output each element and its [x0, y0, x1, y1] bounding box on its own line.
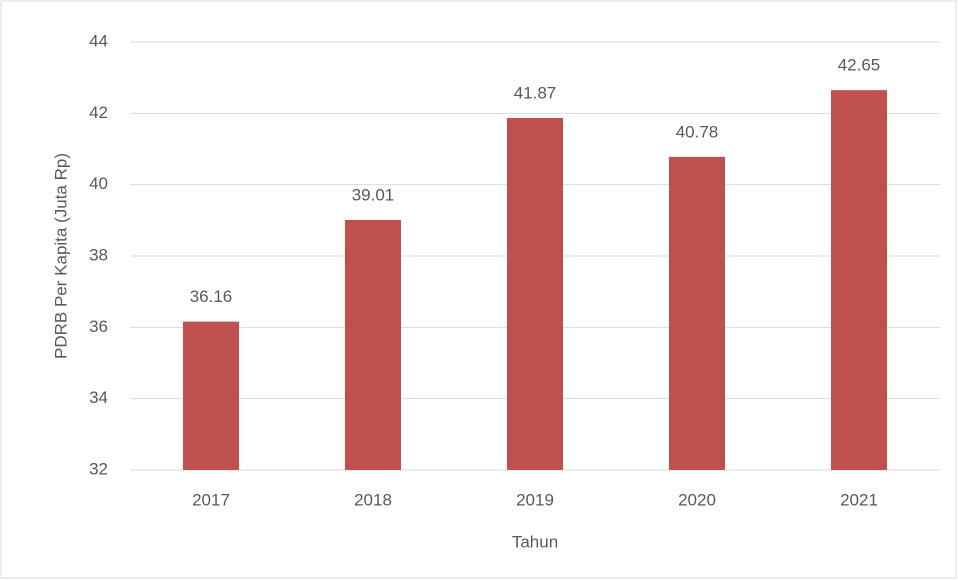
y-tick-label: 34	[89, 388, 108, 407]
y-tick-label: 36	[89, 317, 108, 336]
data-label: 36.16	[190, 287, 233, 306]
x-tick-label: 2018	[354, 490, 392, 509]
y-axis-title: PDRB Per Kapita (Juta Rp)	[51, 153, 70, 359]
x-tick-label: 2021	[840, 490, 878, 509]
data-label: 39.01	[352, 185, 395, 204]
y-tick-label: 42	[89, 103, 108, 122]
y-tick-label: 44	[89, 31, 108, 50]
y-tick-label: 32	[89, 459, 108, 478]
bar	[345, 219, 401, 470]
x-tick-label: 2020	[678, 490, 716, 509]
x-tick-label: 2019	[516, 490, 554, 509]
bar	[507, 117, 563, 470]
data-label: 42.65	[838, 56, 881, 75]
x-tick-label: 2017	[192, 490, 230, 509]
bar	[183, 321, 239, 470]
bar	[831, 90, 887, 471]
data-label: 40.78	[676, 122, 719, 141]
x-axis-title: Tahun	[512, 532, 558, 551]
y-tick-label: 40	[89, 174, 108, 193]
data-label: 41.87	[514, 83, 557, 102]
bar	[669, 156, 725, 470]
y-tick-label: 38	[89, 245, 108, 264]
